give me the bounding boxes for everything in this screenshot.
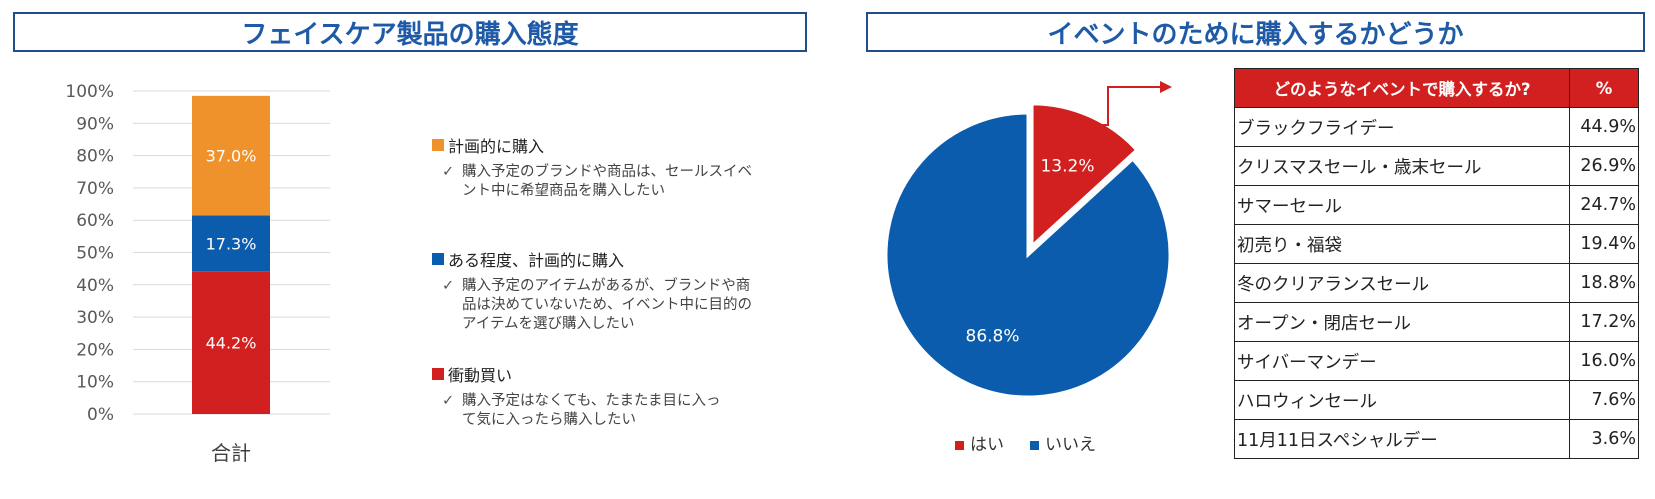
stacked-bar-chart: 0% 10% 20% 30% 40% 50% 60% 70% 80% 90% 100% 44.2% 17…: [65, 82, 330, 465]
event-pct-cell: 19.4%: [1569, 224, 1639, 264]
x-category-label: 合計: [211, 441, 251, 465]
left-chart-title: フェイスケア製品の購入態度: [13, 12, 807, 52]
legend-note-impulse: 購入予定はなくても、たまたま目に入って気に入ったら購入したい: [462, 393, 721, 428]
table-row: ブラックフライデー 44.9%: [1234, 107, 1639, 147]
pie-legend-label-yes: はい: [970, 435, 1004, 455]
y-tick-label: 20%: [76, 340, 114, 360]
event-pct-cell: 26.9%: [1569, 146, 1639, 186]
check-icon: ✓: [442, 164, 455, 180]
table-row: ハロウィンセール 7.6%: [1234, 380, 1639, 420]
y-tick-label: 90%: [76, 114, 114, 134]
y-tick-label: 10%: [76, 373, 114, 393]
y-tick-label: 80%: [76, 147, 114, 167]
event-name-cell: 初売り・福袋: [1234, 224, 1570, 264]
right-chart-title: イベントのために購入するかどうか: [866, 12, 1645, 52]
y-tick-label: 60%: [76, 211, 114, 231]
connector-arrow-icon: [1160, 81, 1172, 93]
event-pct-cell: 7.6%: [1569, 380, 1639, 420]
legend-note-somewhat-planned: 購入予定のアイテムがあるが、ブランドや商品は決めていないため、イベント中に目的の…: [462, 278, 752, 332]
event-table: どのようなイベントで購入するか? % ブラックフライデー 44.9% クリスマスセー…: [1234, 68, 1639, 459]
table-header-pct: %: [1569, 68, 1639, 108]
pie-data-label: 13.2%: [1040, 156, 1094, 176]
pie-data-label: 86.8%: [966, 327, 1020, 347]
pie-legend-label-no: いいえ: [1045, 435, 1096, 455]
legend-item-planned: 計画的に購入 ✓ 購入予定のブランドや商品は、セールスイベント中に希望商品を購入…: [432, 133, 752, 201]
check-icon: ✓: [442, 393, 455, 409]
y-tick-label: 0%: [87, 405, 114, 425]
table-row: 初売り・福袋 19.4%: [1234, 224, 1639, 264]
table-row: 冬のクリアランスセール 18.8%: [1234, 263, 1639, 303]
table-row: サイバーマンデー 16.0%: [1234, 341, 1639, 381]
pie-slice: [884, 111, 1172, 399]
event-name-cell: ハロウィンセール: [1234, 380, 1570, 420]
table-header-row: どのようなイベントで購入するか? %: [1234, 68, 1639, 108]
event-name-cell: クリスマスセール・歳末セール: [1234, 146, 1570, 186]
y-tick-label: 70%: [76, 179, 114, 199]
pie-chart: 13.2% 86.8%: [884, 81, 1172, 399]
event-name-cell: サイバーマンデー: [1234, 341, 1570, 381]
connector-line: [1100, 86, 1160, 126]
legend-item-somewhat-planned: ある程度、計画的に購入 ✓ 購入予定のアイテムがあるが、ブランドや商品は決めてい…: [432, 247, 752, 334]
bar-segment: [192, 271, 270, 414]
bar-segment: [192, 215, 270, 272]
event-name-cell: サマーセール: [1234, 185, 1570, 225]
pie-slice: [1030, 102, 1139, 250]
event-pct-cell: 44.9%: [1569, 107, 1639, 147]
legend-item-impulse: 衝動買い ✓ 購入予定はなくても、たまたま目に入って気に入ったら購入したい: [432, 362, 732, 430]
event-name-cell: 11月11日スペシャルデー: [1234, 419, 1570, 459]
table-row: オープン・閉店セール 17.2%: [1234, 302, 1639, 342]
bar-data-label: 44.2%: [206, 334, 257, 353]
legend-swatch-somewhat-planned: [432, 253, 444, 265]
legend-note-planned: 購入予定のブランドや商品は、セールスイベント中に希望商品を購入したい: [462, 164, 752, 199]
event-pct-cell: 3.6%: [1569, 419, 1639, 459]
event-pct-cell: 18.8%: [1569, 263, 1639, 303]
legend-swatch-impulse: [432, 368, 444, 380]
pie-legend: はい いいえ: [955, 430, 1096, 455]
y-tick-label: 100%: [65, 82, 114, 102]
pie-legend-item-yes: はい: [955, 430, 1004, 455]
bar-data-label: 17.3%: [206, 234, 257, 253]
y-tick-label: 50%: [76, 244, 114, 264]
table-row: サマーセール 24.7%: [1234, 185, 1639, 225]
pie-legend-item-no: いいえ: [1030, 430, 1096, 455]
table-row: クリスマスセール・歳末セール 26.9%: [1234, 146, 1639, 186]
event-name-cell: ブラックフライデー: [1234, 107, 1570, 147]
check-icon: ✓: [442, 278, 455, 294]
event-name-cell: オープン・閉店セール: [1234, 302, 1570, 342]
event-name-cell: 冬のクリアランスセール: [1234, 263, 1570, 303]
legend-label-planned: 計画的に購入: [448, 137, 545, 156]
table-row: 11月11日スペシャルデー 3.6%: [1234, 419, 1639, 459]
event-pct-cell: 24.7%: [1569, 185, 1639, 225]
event-pct-cell: 16.0%: [1569, 341, 1639, 381]
y-tick-label: 40%: [76, 276, 114, 296]
bar-data-label: 37.0%: [206, 147, 257, 166]
event-pct-cell: 17.2%: [1569, 302, 1639, 342]
legend-label-somewhat-planned: ある程度、計画的に購入: [448, 251, 625, 270]
y-tick-label: 30%: [76, 308, 114, 328]
bar-segment: [192, 95, 270, 216]
table-header-event: どのようなイベントで購入するか?: [1234, 68, 1570, 108]
legend-label-impulse: 衝動買い: [448, 366, 513, 385]
legend-swatch-planned: [432, 139, 444, 151]
